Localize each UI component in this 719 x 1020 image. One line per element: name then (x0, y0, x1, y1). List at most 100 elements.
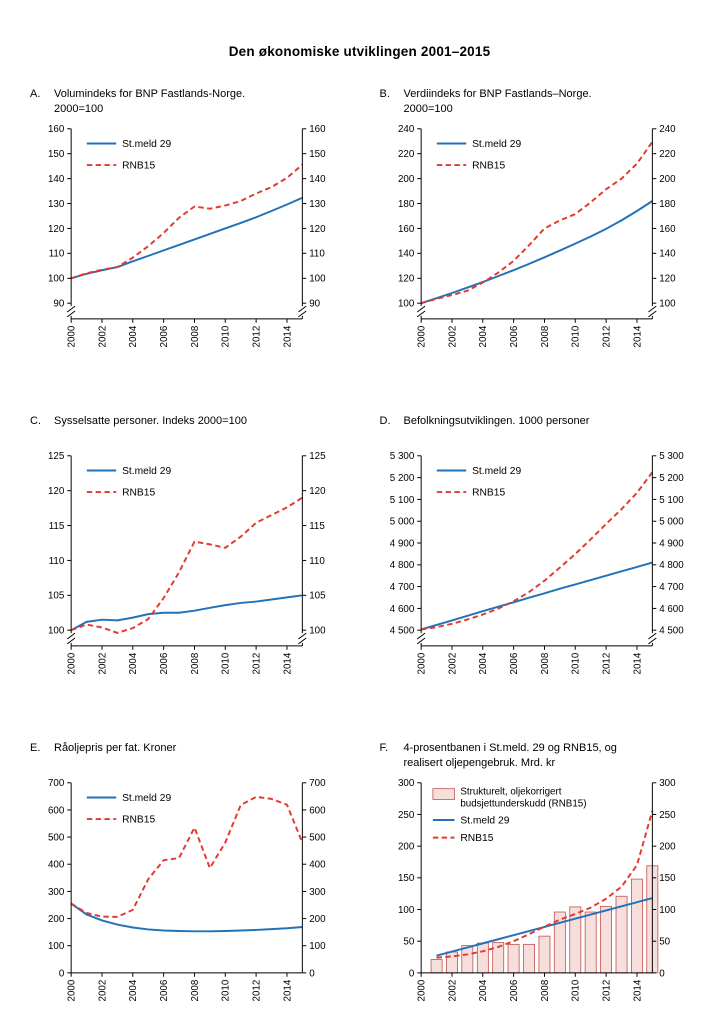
chart-svg-C: 100 100 105 105 110 110 115 115 120 120 125 125 2000… (48, 451, 326, 675)
svg-text:0: 0 (659, 968, 665, 979)
y-ticks: 90 90 100 100 110 110 120 120 130 130 140 140 150 150… (48, 124, 326, 309)
chart-canvas-A: 90 90 100 100 110 110 120 120 130 130 140 140 150 150… (30, 119, 344, 364)
panel-header-A: A. Volumindeks for BNP Fastlands-Norge. … (30, 87, 344, 117)
svg-text:140: 140 (309, 174, 326, 185)
svg-text:2004: 2004 (128, 979, 139, 1001)
svg-text:110: 110 (49, 556, 65, 567)
panel-header-C: C. Sysselsatte personer. Indeks 2000=100 (30, 414, 344, 444)
series-line-1 (420, 471, 653, 631)
series-line-0 (70, 196, 303, 280)
legend: St.meld 29 RNB15 (436, 466, 521, 498)
svg-text:200: 200 (309, 914, 326, 925)
svg-text:120: 120 (48, 224, 65, 235)
svg-text:150: 150 (309, 149, 326, 160)
svg-text:RNB15: RNB15 (122, 487, 155, 498)
svg-text:5 300: 5 300 (389, 451, 414, 462)
svg-text:St.meld 29: St.meld 29 (472, 466, 521, 477)
svg-text:2012: 2012 (601, 653, 612, 675)
axes (420, 128, 653, 320)
bar (430, 958, 443, 974)
svg-text:2000: 2000 (416, 325, 427, 347)
svg-text:140: 140 (659, 249, 676, 260)
svg-text:110: 110 (49, 249, 65, 260)
svg-text:160: 160 (397, 224, 414, 235)
svg-text:160: 160 (309, 124, 326, 135)
svg-text:0: 0 (59, 968, 65, 979)
svg-text:4 700: 4 700 (659, 582, 684, 593)
svg-text:St.meld 29: St.meld 29 (122, 139, 171, 150)
svg-text:2008: 2008 (190, 652, 201, 674)
bar (599, 905, 612, 974)
panel-header-F: F. 4-prosentbanen i St.meld. 29 og RNB15… (380, 741, 694, 771)
svg-text:125: 125 (309, 451, 326, 462)
y-ticks: 0 0 100 100 200 200 300 300 400 400 500 500 600 600 70… (48, 778, 326, 979)
charts-grid: A. Volumindeks for BNP Fastlands-Norge. … (0, 59, 719, 1018)
axes (420, 455, 653, 647)
y-ticks: 100 100 105 105 110 110 115 115 120 120 125 125 (48, 451, 326, 636)
svg-text:St.meld 29: St.meld 29 (122, 793, 171, 804)
x-ticks: 2000 2002 2004 2006 2008 2010 2012 2014 (416, 972, 643, 1001)
svg-text:300: 300 (309, 887, 326, 898)
series-line-1 (420, 141, 653, 305)
svg-text:2004: 2004 (478, 325, 489, 347)
panel-E: E. Råoljepris per fat. Kroner 0 0 100 100 20… (30, 741, 344, 1018)
svg-text:120: 120 (309, 224, 326, 235)
svg-text:5 300: 5 300 (659, 451, 684, 462)
svg-text:4 900: 4 900 (389, 538, 414, 549)
axis-break (298, 305, 307, 318)
svg-text:Strukturelt, oljekorrigert: Strukturelt, oljekorrigert (460, 786, 561, 797)
svg-text:2010: 2010 (570, 979, 581, 1001)
page-title: Den økonomiske utviklingen 2001–2015 (228, 44, 491, 59)
svg-text:300: 300 (659, 778, 676, 789)
svg-text:4 500: 4 500 (389, 626, 414, 637)
svg-text:2004: 2004 (478, 652, 489, 674)
axis-break (416, 305, 425, 318)
svg-text:2014: 2014 (282, 979, 293, 1001)
svg-text:150: 150 (48, 149, 65, 160)
svg-text:2008: 2008 (539, 652, 550, 674)
x-ticks: 2000 2002 2004 2006 2008 2010 2012 2014 (416, 318, 643, 348)
svg-text:2010: 2010 (221, 979, 232, 1001)
svg-text:200: 200 (397, 174, 414, 185)
legend: St.meld 29 RNB15 (86, 793, 171, 825)
svg-text:2000: 2000 (416, 979, 427, 1001)
svg-text:50: 50 (659, 936, 670, 947)
svg-text:100: 100 (48, 941, 65, 952)
svg-text:4 700: 4 700 (389, 582, 414, 593)
panel-label-F: F. (379, 741, 389, 754)
svg-text:600: 600 (48, 805, 65, 816)
svg-text:2006: 2006 (159, 979, 170, 1001)
series-line-0 (70, 902, 303, 933)
series-line-0 (435, 897, 653, 957)
svg-text:400: 400 (309, 859, 326, 870)
svg-text:90: 90 (309, 299, 320, 310)
svg-text:2004: 2004 (478, 979, 489, 1001)
svg-text:120: 120 (309, 486, 326, 497)
panel-D: D. Befolkningsutviklingen. 1000 personer… (380, 414, 694, 691)
svg-text:2006: 2006 (159, 652, 170, 674)
panel-F: F. 4-prosentbanen i St.meld. 29 og RNB15… (380, 741, 694, 1018)
svg-text:2002: 2002 (447, 326, 458, 348)
axis-break (66, 632, 76, 645)
svg-text:2004: 2004 (128, 325, 139, 347)
svg-text:180: 180 (659, 199, 676, 210)
svg-text:2000: 2000 (67, 979, 78, 1001)
chart-canvas-E: 0 0 100 100 200 200 300 300 400 400 500 500 600 600 70… (30, 773, 344, 1018)
panel-title-E: Råoljepris per fat. Kroner (54, 741, 177, 754)
svg-text:2002: 2002 (97, 653, 108, 675)
legend-bar-swatch (432, 788, 455, 800)
svg-text:700: 700 (309, 778, 326, 789)
x-ticks: 2000 2002 2004 2006 2008 2010 2012 2014 (67, 972, 293, 1001)
series-line-0 (420, 561, 653, 631)
chart-svg-A: 90 90 100 100 110 110 120 120 130 130 140 140 150 150… (48, 124, 326, 348)
series-line-1 (70, 795, 304, 918)
x-ticks: 2000 2002 2004 2006 2008 2010 2012 2014 (67, 645, 293, 675)
svg-text:4 800: 4 800 (389, 560, 414, 571)
svg-text:2002: 2002 (97, 326, 108, 348)
series-line-1 (70, 163, 303, 280)
svg-text:300: 300 (48, 887, 65, 898)
bar (522, 943, 535, 974)
panel-title-F: 4-prosentbanen i St.meld. 29 og RNB15, o… (403, 741, 617, 769)
bar (630, 878, 643, 974)
svg-text:0: 0 (309, 968, 315, 979)
